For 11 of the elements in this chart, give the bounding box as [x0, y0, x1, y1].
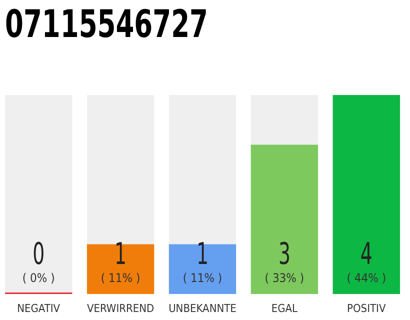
x-tick-label: UNBEKANNTE: [168, 302, 236, 315]
data-label: 3 ( 33% ): [264, 237, 304, 285]
data-label: 1 ( 11% ): [182, 237, 222, 285]
data-label: 0 ( 0% ): [22, 237, 55, 285]
x-tick-label: EGAL: [271, 302, 298, 315]
x-tick-label: POSITIV: [347, 302, 386, 315]
data-label: 1 ( 11% ): [100, 237, 140, 285]
data-label: 4 ( 44% ): [346, 237, 386, 285]
x-tick-label: NEGATIV: [17, 302, 60, 315]
x-tick-label: VERWIRREND: [86, 302, 155, 315]
chart-title: 07115546727: [5, 2, 267, 46]
